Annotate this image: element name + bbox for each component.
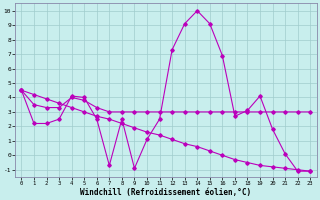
X-axis label: Windchill (Refroidissement éolien,°C): Windchill (Refroidissement éolien,°C) (80, 188, 252, 197)
